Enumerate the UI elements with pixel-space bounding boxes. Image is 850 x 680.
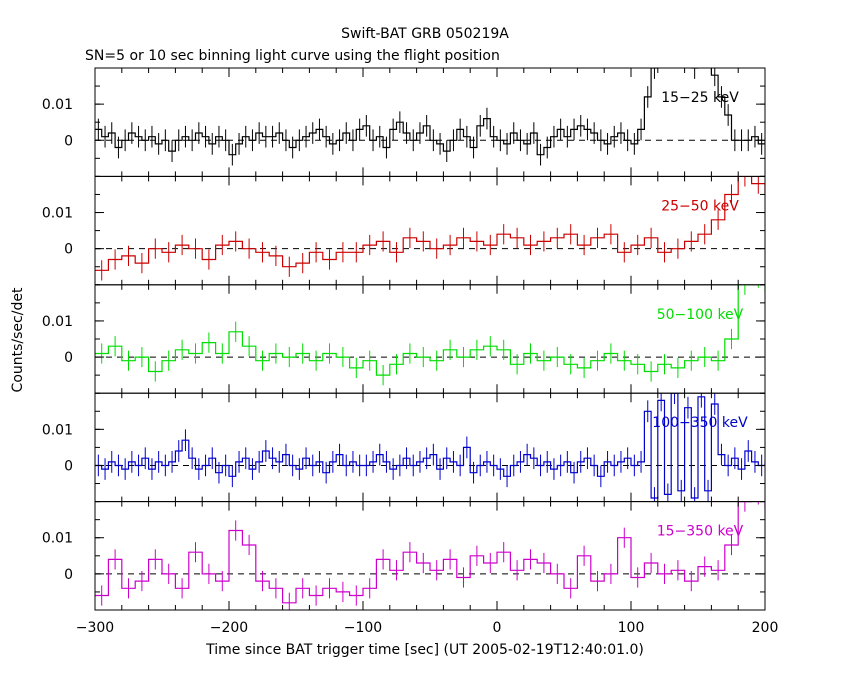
series-100-350-kev — [95, 393, 765, 502]
panel-label: 15−350 keV — [657, 524, 744, 540]
x-tick-label: 100 — [618, 620, 645, 636]
x-axis-label: Time since BAT trigger time [sec] (UT 20… — [205, 642, 644, 658]
series-50-100-kev — [95, 284, 765, 386]
panel-25-50-kev: 0 0.01 25−50 keV — [42, 175, 766, 286]
series-15-350-kev — [95, 501, 765, 611]
chart-subtitle: SN=5 or 10 sec binning light curve using… — [85, 48, 500, 64]
x-tick-label: 200 — [752, 620, 779, 636]
light-curve-line — [95, 68, 765, 156]
y-tick-label: 0.01 — [42, 422, 73, 438]
y-tick-label: 0.01 — [42, 206, 73, 222]
y-tick-label: 0.01 — [42, 314, 73, 330]
panel-frame — [94, 175, 766, 286]
x-axis: −300 −200 −100 0 100 200 — [76, 620, 779, 636]
y-tick-label: 0.01 — [42, 531, 73, 547]
panel-label: 50−100 keV — [657, 307, 744, 323]
x-tick-label: −100 — [344, 620, 382, 636]
y-tick-label: 0 — [64, 567, 73, 583]
panel-15-350-kev: 0 0.01 15−350 keV — [42, 501, 766, 611]
panel-label: 100−350 keV — [652, 415, 748, 431]
y-axis-label: Counts/sec/det — [10, 287, 26, 392]
light-curve-line — [95, 176, 765, 271]
y-tick-label: 0 — [64, 242, 73, 258]
panel-15-25-kev: 0 0.01 15−25 keV — [42, 67, 766, 177]
x-tick-label: 0 — [493, 620, 502, 636]
y-tick-label: 0 — [64, 133, 73, 149]
light-curve-line — [95, 501, 765, 604]
panel-50-100-kev: 0 0.01 50−100 keV — [42, 284, 766, 394]
series-15-25-kev — [95, 68, 765, 166]
x-tick-label: −300 — [76, 620, 114, 636]
y-tick-label: 0.01 — [42, 97, 73, 113]
y-tick-label: 0 — [64, 350, 73, 366]
light-curve-line — [95, 284, 765, 376]
series-25-50-kev — [95, 176, 765, 281]
panel-100-350-kev: 0 0.01 100−350 keV — [42, 392, 766, 503]
x-tick-label: −200 — [210, 620, 248, 636]
panel-frame — [94, 67, 766, 177]
panels: 0 0.01 15−25 keV 0 0.01 25−50 keV 0 0.01 50−100 … — [42, 67, 766, 611]
panel-label: 15−25 keV — [661, 90, 739, 106]
y-tick-label: 0 — [64, 458, 73, 474]
panel-label: 25−50 keV — [661, 198, 739, 214]
light-curve-line — [95, 393, 765, 499]
chart-title: Swift-BAT GRB 050219A — [341, 26, 509, 42]
panel-frame — [94, 284, 766, 394]
